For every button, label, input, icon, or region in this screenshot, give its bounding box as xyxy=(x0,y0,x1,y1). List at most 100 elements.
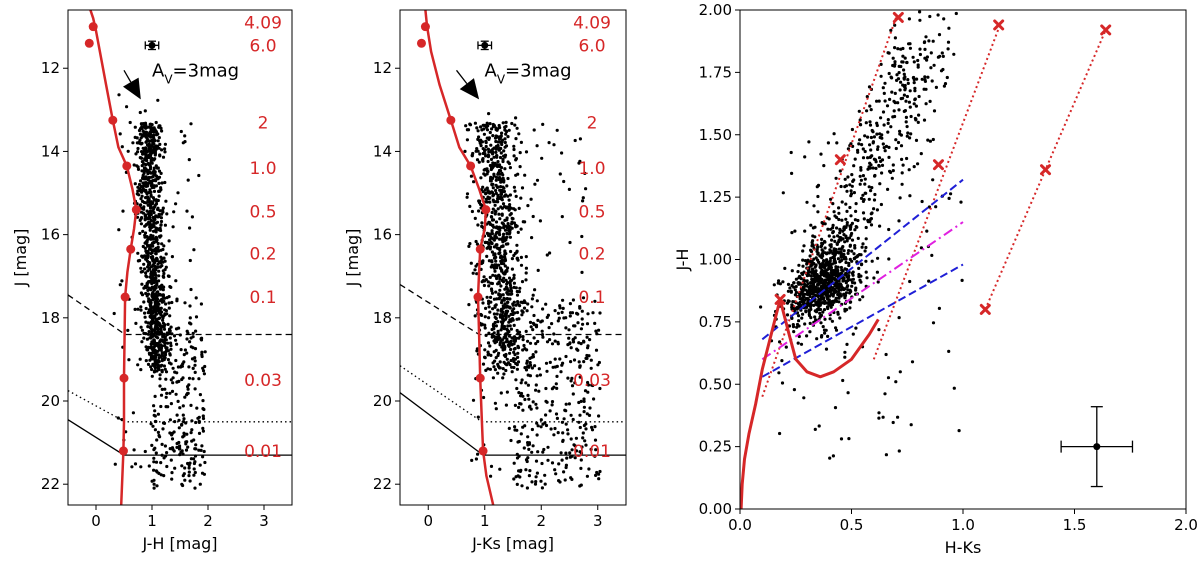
star-point xyxy=(465,138,469,142)
x-axis-label: J-H [mag] xyxy=(141,534,217,553)
star-point xyxy=(513,346,517,351)
star-point xyxy=(845,342,849,346)
star-point xyxy=(816,258,820,262)
star-point xyxy=(508,363,512,367)
star-point xyxy=(490,223,494,227)
star-point xyxy=(931,178,935,182)
star-point xyxy=(803,259,808,263)
star-point xyxy=(509,249,513,254)
star-point xyxy=(138,357,142,361)
star-point xyxy=(153,327,157,331)
star-point xyxy=(156,249,161,253)
star-point xyxy=(157,317,161,321)
star-point xyxy=(870,259,874,263)
completeness-dotted-line xyxy=(68,390,292,423)
star-point xyxy=(786,289,791,293)
star-point xyxy=(854,292,858,296)
star-point xyxy=(798,297,802,301)
star-point xyxy=(139,305,143,309)
star-point xyxy=(519,196,523,200)
star-point xyxy=(790,283,794,288)
star-point xyxy=(185,209,189,213)
star-point xyxy=(499,284,503,288)
star-point xyxy=(790,171,794,175)
star-point xyxy=(800,271,804,275)
star-point xyxy=(499,261,504,266)
star-point xyxy=(153,315,157,319)
star-point xyxy=(534,325,539,329)
star-point xyxy=(152,482,156,486)
star-point xyxy=(582,410,586,414)
star-point xyxy=(185,393,189,397)
star-point xyxy=(837,293,841,297)
star-point xyxy=(153,369,157,373)
star-point xyxy=(498,366,502,370)
x-tick-label: 1.5 xyxy=(1063,516,1087,534)
star-point xyxy=(527,405,532,409)
star-point xyxy=(154,179,158,183)
star-point xyxy=(547,326,551,330)
star-point xyxy=(179,129,183,134)
star-point xyxy=(813,225,817,229)
star-point xyxy=(185,337,189,341)
star-point xyxy=(804,309,808,313)
star-point xyxy=(571,417,575,422)
star-point xyxy=(816,210,820,214)
star-point xyxy=(498,217,502,221)
star-point xyxy=(577,161,581,165)
star-point xyxy=(524,255,528,259)
star-point xyxy=(189,322,193,326)
star-point xyxy=(156,207,160,212)
star-point xyxy=(198,393,202,397)
star-point xyxy=(836,234,840,238)
star-point xyxy=(586,390,590,394)
star-point xyxy=(789,289,793,293)
star-point xyxy=(510,365,514,369)
mass-label: 1.0 xyxy=(249,159,276,179)
star-point xyxy=(509,292,513,296)
star-point xyxy=(152,468,156,472)
star-point xyxy=(166,322,170,326)
x-tick-label: 0 xyxy=(91,512,101,530)
star-point xyxy=(896,77,901,81)
star-point xyxy=(507,426,511,430)
star-point xyxy=(902,76,906,80)
star-point xyxy=(569,360,573,364)
mass-label: 4.09 xyxy=(573,13,611,33)
star-point xyxy=(499,328,503,332)
star-point xyxy=(149,125,153,130)
star-point xyxy=(501,306,505,310)
star-point xyxy=(142,200,146,205)
extinction-label-suffix: =3mag xyxy=(173,61,240,82)
star-point xyxy=(482,275,486,279)
star-point xyxy=(851,270,855,274)
star-point xyxy=(515,293,520,297)
star-point xyxy=(550,461,555,465)
star-point xyxy=(568,302,573,306)
star-point xyxy=(858,138,862,142)
star-point xyxy=(861,211,866,215)
star-point xyxy=(884,144,889,148)
star-point xyxy=(513,425,517,429)
star-point xyxy=(823,240,827,244)
star-point xyxy=(548,409,552,413)
star-point xyxy=(497,123,501,128)
star-point xyxy=(554,472,558,476)
star-point xyxy=(177,447,182,451)
y-tick-label: 20 xyxy=(373,392,392,410)
star-point xyxy=(160,257,164,261)
star-point xyxy=(508,228,512,232)
star-point xyxy=(475,126,479,130)
star-point xyxy=(145,337,149,341)
star-point xyxy=(861,242,865,246)
star-point xyxy=(959,200,963,204)
star-point xyxy=(486,245,490,250)
star-point xyxy=(182,434,186,438)
star-point xyxy=(159,171,163,175)
star-point xyxy=(152,338,156,342)
star-point xyxy=(187,383,191,387)
star-point xyxy=(137,193,141,197)
star-point xyxy=(584,422,588,426)
star-point xyxy=(556,311,561,315)
star-point xyxy=(487,305,491,309)
